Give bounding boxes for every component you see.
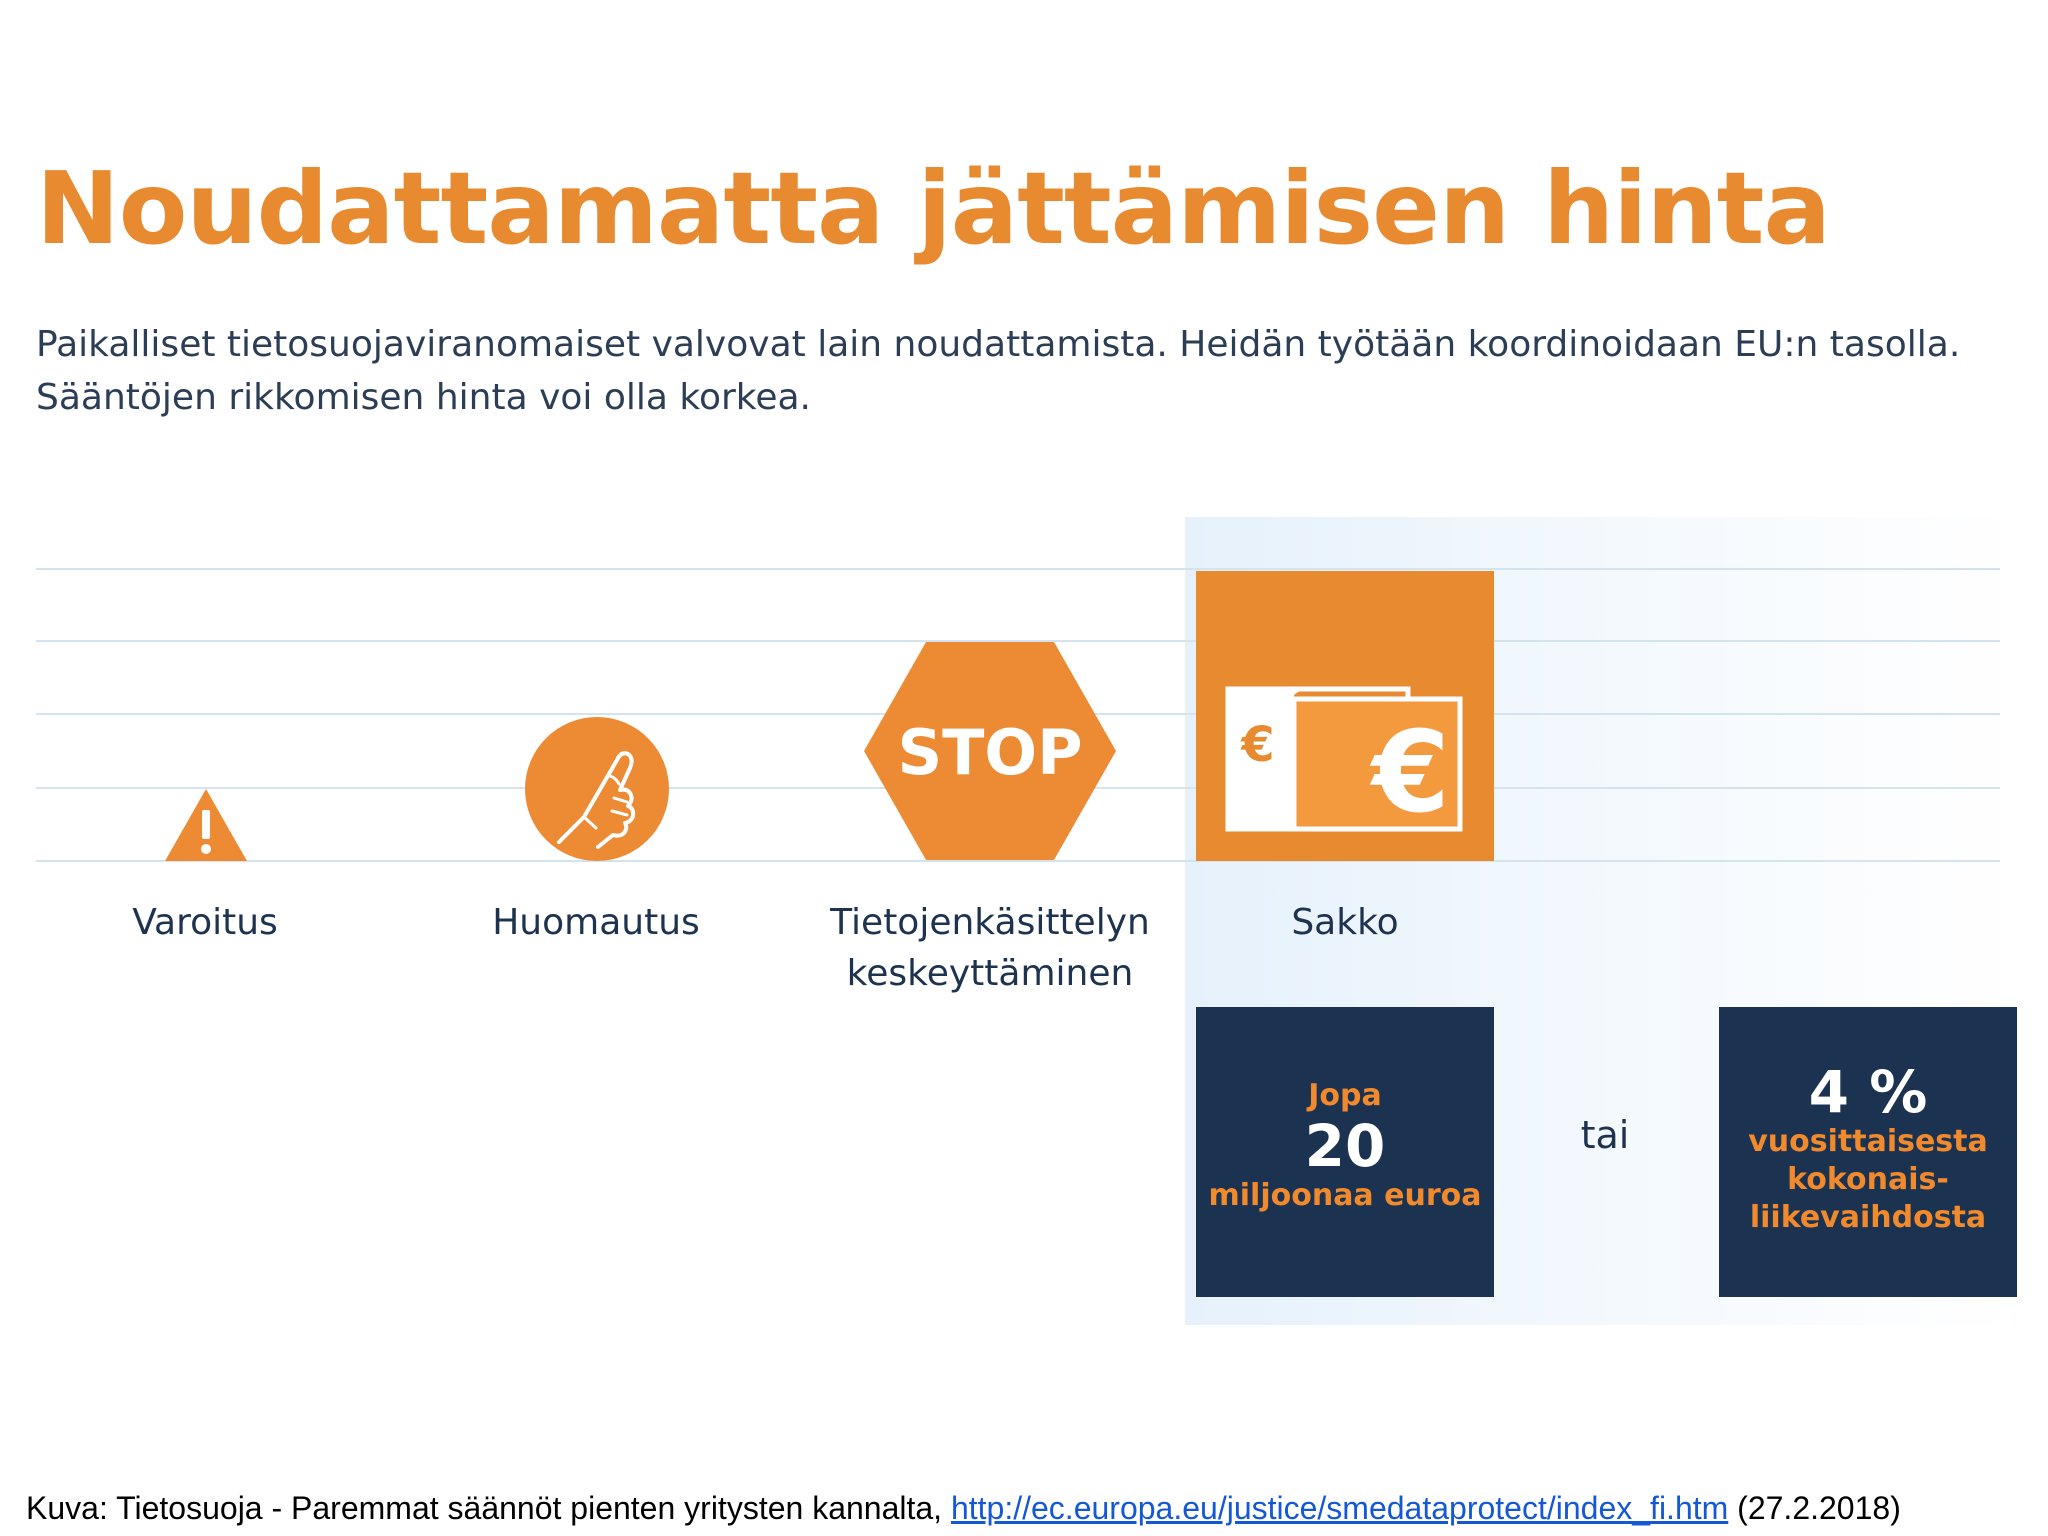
caption-suffix: (27.2.2018) [1728, 1490, 1901, 1526]
stop-sign-icon: STOP [864, 642, 1116, 860]
level-label-fine: Sakko [1196, 897, 1494, 948]
svg-text:€: € [1240, 717, 1274, 773]
fine-amount-unit: miljoonaa euroa [1208, 1178, 1482, 1213]
grid-line [36, 860, 2000, 862]
caption-link[interactable]: http://ec.europa.eu/justice/smedataprote… [950, 1490, 1729, 1526]
label-line: Sakko [1291, 902, 1399, 943]
fine-percent-box: 4 % vuosittaisesta kokonais- liikevaihdo… [1719, 1007, 2017, 1297]
fine-amount-prefix: Jopa [1308, 1078, 1382, 1113]
label-line: keskeyttäminen [846, 953, 1134, 994]
label-line: Tietojenkäsittelyn [830, 902, 1150, 943]
intro-text: Paikalliset tietosuojaviranomaiset valvo… [36, 318, 2026, 424]
fine-amount-box: Jopa 20 miljoonaa euroa [1196, 1007, 1494, 1297]
image-caption: Kuva: Tietosuoja - Paremmat säännöt pien… [26, 1490, 1901, 1527]
level-label-warning: Varoitus [80, 897, 330, 948]
pointing-finger-icon [525, 717, 669, 861]
intro-line-1: Paikalliset tietosuojaviranomaiset valvo… [36, 324, 1961, 365]
level-label-reprimand: Huomautus [466, 897, 726, 948]
fine-percent-line: kokonais- [1787, 1162, 1949, 1197]
fine-percent-line: liikevaihdosta [1749, 1200, 1987, 1235]
fine-percent-line: vuosittaisesta [1748, 1124, 1988, 1159]
euro-banknotes-icon: € € [1196, 571, 1494, 861]
page-title: Noudattamatta jättämisen hinta [36, 150, 1831, 267]
caption-prefix: Kuva: Tietosuoja - Paremmat säännöt pien… [26, 1490, 951, 1526]
grid-line [36, 568, 2000, 570]
label-line: Huomautus [492, 902, 700, 943]
fine-amount-value: 20 [1304, 1112, 1386, 1180]
warning-triangle-icon [165, 789, 247, 861]
fine-percent-value: 4 % [1808, 1058, 1928, 1126]
label-line: Varoitus [132, 902, 278, 943]
svg-text:€: € [1369, 708, 1450, 838]
fine-connector: tai [1580, 1113, 1630, 1157]
intro-line-2: Sääntöjen rikkomisen hinta voi olla kork… [36, 377, 811, 418]
stop-sign-text: STOP [897, 716, 1082, 789]
level-label-processing-ban: Tietojenkäsittelyn keskeyttäminen [810, 897, 1170, 999]
grid-line [36, 640, 2000, 642]
